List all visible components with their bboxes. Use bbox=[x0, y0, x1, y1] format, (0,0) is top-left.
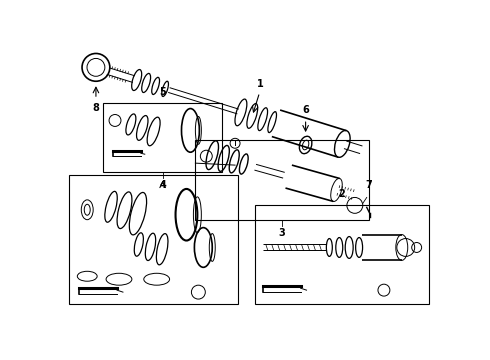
Bar bbox=[196, 140, 369, 220]
Text: 4: 4 bbox=[159, 180, 166, 190]
Text: 1: 1 bbox=[257, 80, 264, 89]
Text: 7: 7 bbox=[366, 180, 372, 189]
Bar bbox=[255, 205, 429, 304]
Text: 8: 8 bbox=[93, 103, 99, 113]
Bar bbox=[103, 103, 222, 172]
Text: 3: 3 bbox=[278, 228, 285, 238]
Text: 5: 5 bbox=[159, 87, 166, 96]
Bar bbox=[70, 175, 238, 304]
Text: 2: 2 bbox=[338, 189, 344, 199]
Text: 6: 6 bbox=[302, 105, 309, 115]
